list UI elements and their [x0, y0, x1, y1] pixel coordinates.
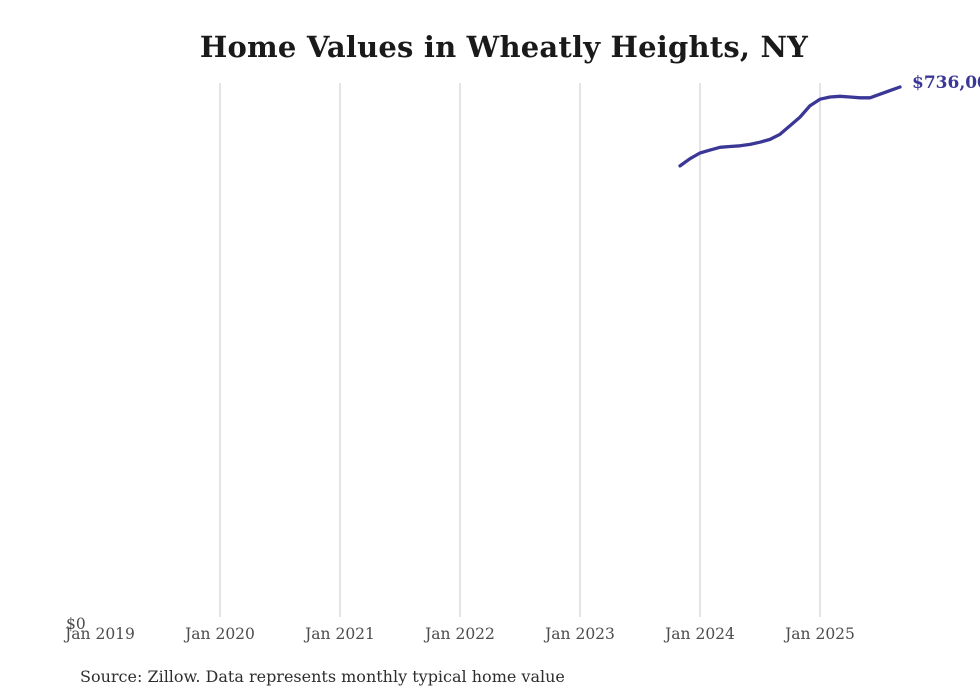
y-axis-zero-label: $0 — [66, 615, 86, 633]
x-tick-label: Jan 2019 — [65, 625, 135, 643]
chart-title: Home Values in Wheatly Heights, NY — [199, 30, 809, 64]
x-tick-label: Jan 2022 — [425, 625, 495, 643]
x-tick-label: Jan 2025 — [785, 625, 855, 643]
x-tick-label: Jan 2023 — [545, 625, 615, 643]
source-note: Source: Zillow. Data represents monthly … — [80, 667, 565, 686]
current-value-label: $736,000 — [912, 73, 980, 93]
x-tick-label: Jan 2024 — [665, 625, 735, 643]
x-tick-label: Jan 2021 — [305, 625, 375, 643]
x-tick-label: Jan 2020 — [185, 625, 255, 643]
home-value-line — [678, 85, 902, 168]
